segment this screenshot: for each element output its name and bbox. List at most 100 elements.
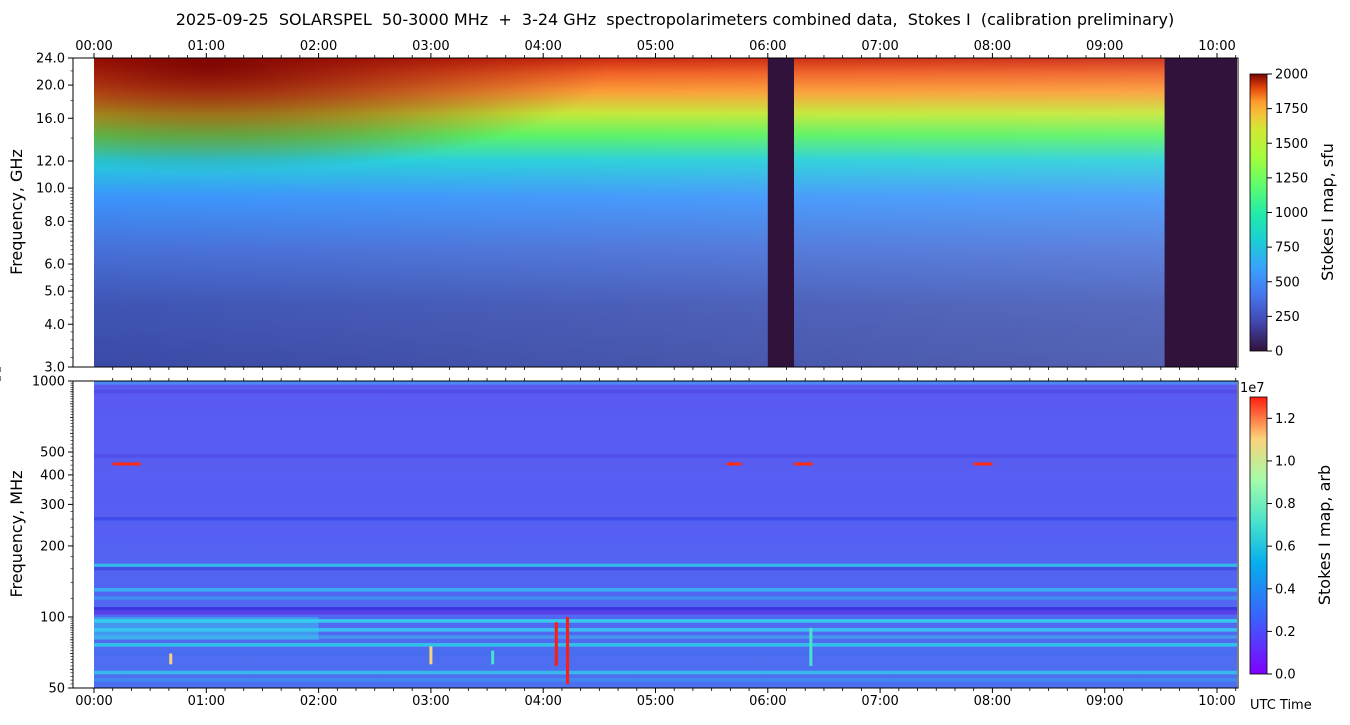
upper-colorbar-tick-label: 1250	[1275, 171, 1308, 186]
upper-y-tick-label: 3.0	[44, 361, 65, 376]
lower-colorbar-tick-label: 0.2	[1275, 625, 1296, 640]
upper-data-gap	[767, 58, 795, 367]
lower-x-tick-label: 10:00	[1198, 694, 1235, 709]
lower-heatmap-field	[94, 381, 1237, 688]
lower-y-tick-label: 1000	[32, 375, 65, 390]
lower-x-tick-label: 00:00	[75, 694, 112, 709]
lower-burst	[169, 653, 173, 665]
lower-band	[94, 628, 1237, 632]
lower-y-tick-label: 300	[40, 498, 65, 513]
lower-rfi-marker	[112, 462, 141, 466]
upper-colorbar-tick-label: 2000	[1275, 68, 1308, 83]
lower-colorbar-label: Stokes I map, arb	[1315, 465, 1334, 605]
lower-colorbar-bar	[1249, 396, 1268, 675]
upper-colorbar-tick-label: 750	[1275, 241, 1300, 256]
lower-band	[94, 563, 1237, 568]
upper-colorbar-tick-label: 500	[1275, 275, 1300, 290]
lower-y-tick-label: 400	[40, 468, 65, 483]
upper-x-tick-label: 00:00	[75, 39, 112, 54]
lower-burst	[554, 622, 558, 666]
lower-burst	[809, 627, 813, 666]
lower-band	[94, 454, 1237, 458]
lower-colorbar-tick-label: 0.8	[1275, 497, 1296, 512]
lower-burst	[429, 646, 433, 665]
upper-y-tick-label: 20.0	[36, 79, 65, 94]
lower-colorbar-tick-label: 1.0	[1275, 454, 1296, 469]
lower-x-tick-label: 03:00	[412, 694, 449, 709]
upper-ylabel: Frequency, GHz	[7, 149, 26, 275]
lower-band	[94, 635, 1237, 639]
lower-panel: 00:00 01:00 02:00 03:00 04:00 05:00 06:00 07:00…	[0, 375, 1312, 713]
lower-y-tick-label: 200	[40, 539, 65, 554]
lower-x-tick-label: 06:00	[749, 694, 786, 709]
lower-colorbar-tick-label: 0.0	[1275, 668, 1296, 683]
lower-colorbar-ticks: 0.0 0.2 0.4 0.6 0.8 1.0 1.2	[1267, 412, 1296, 683]
lower-band	[94, 610, 1237, 615]
lower-band	[94, 461, 1237, 466]
upper-y-tick-label: 8.0	[44, 215, 65, 230]
lower-x-tick-label: 05:00	[637, 694, 674, 709]
lower-rfi-marker	[726, 462, 742, 466]
upper-heatmap-hotspot	[94, 58, 1237, 367]
lower-bursts	[169, 616, 813, 684]
lower-xlabel: UTC Time	[1250, 698, 1312, 713]
upper-x-tick-label: 08:00	[974, 39, 1011, 54]
lower-band	[94, 643, 1237, 647]
upper-y-tick-label: 16.0	[36, 112, 65, 127]
lower-band	[94, 607, 1237, 611]
upper-x-tick-label: 09:00	[1086, 39, 1123, 54]
lower-colorbar-multiplier: 1e7	[1240, 381, 1265, 396]
lower-band	[94, 670, 1237, 675]
upper-colorbar-ticks: 0 250 500 750 1000 1250 1500 1750 2000	[1267, 68, 1308, 360]
upper-colorbar: 0 250 500 750 1000 1250 1500 1750 2000 Stokes I …	[1249, 68, 1337, 360]
upper-x-tick-label: 07:00	[861, 39, 898, 54]
upper-colorbar-bar	[1249, 73, 1268, 352]
upper-data-gap	[1164, 58, 1237, 367]
upper-x-tick-label: 10:00	[1198, 39, 1235, 54]
lower-band	[94, 566, 1237, 571]
lower-axes: 00:00 01:00 02:00 03:00 04:00 05:00 06:00 07:00…	[0, 375, 1237, 709]
upper-y-tick-label: 12.0	[36, 155, 65, 170]
lower-colorbar-tick-label: 0.6	[1275, 540, 1296, 555]
upper-panel: 00:00 01:00 02:00 03:00 04:00 05:00 06:00 07:00…	[0, 39, 1239, 376]
upper-colorbar-tick-label: 0	[1275, 345, 1283, 360]
lower-colorbar-tick-label: 0.4	[1275, 582, 1296, 597]
lower-x-tick-label: 04:00	[524, 694, 561, 709]
lower-band	[94, 678, 1237, 682]
lower-band	[94, 619, 1237, 623]
lower-band	[94, 381, 1237, 385]
upper-x-tick-label: 06:00	[749, 39, 786, 54]
lower-band	[94, 596, 1237, 600]
lower-band	[94, 389, 1237, 394]
upper-y-tick-label: 6.0	[44, 258, 65, 273]
upper-y-tick-label: 4.0	[44, 318, 65, 333]
upper-y-tick-label: 10.0	[36, 182, 65, 197]
upper-x-tick-label: 05:00	[637, 39, 674, 54]
lower-colorbar-tick-label: 1.2	[1275, 412, 1296, 427]
lower-x-tick-label: 02:00	[300, 694, 337, 709]
lower-burst	[491, 650, 495, 665]
upper-colorbar-tick-label: 1000	[1275, 206, 1308, 221]
upper-y-tick-label: 24.0	[36, 52, 65, 67]
lower-x-tick-label: 08:00	[974, 694, 1011, 709]
figure-title: 2025-09-25 SOLARSPEL 50-3000 MHz + 3-24 …	[175, 10, 1175, 29]
lower-y-tick-label: 500	[40, 446, 65, 461]
upper-colorbar-tick-label: 1500	[1275, 137, 1308, 152]
lower-ylabel: Frequency, MHz	[7, 470, 26, 597]
upper-y-tick-label: 5.0	[44, 285, 65, 300]
lower-band	[94, 521, 1237, 525]
upper-colorbar-label: Stokes I map, sfu	[1318, 143, 1337, 281]
lower-band	[94, 616, 319, 640]
upper-x-tick-label: 02:00	[300, 39, 337, 54]
upper-x-tick-label: 03:00	[412, 39, 449, 54]
lower-band	[94, 517, 1237, 521]
lower-band	[94, 588, 1237, 592]
lower-y-tick-label: 100	[40, 610, 65, 625]
lower-heatmap-bands	[94, 381, 1237, 682]
upper-colorbar-tick-label: 250	[1275, 310, 1300, 325]
lower-x-tick-label: 07:00	[861, 694, 898, 709]
lower-x-tick-label: 01:00	[188, 694, 225, 709]
upper-x-tick-label: 04:00	[524, 39, 561, 54]
lower-y-tick-label: 50	[48, 682, 65, 697]
